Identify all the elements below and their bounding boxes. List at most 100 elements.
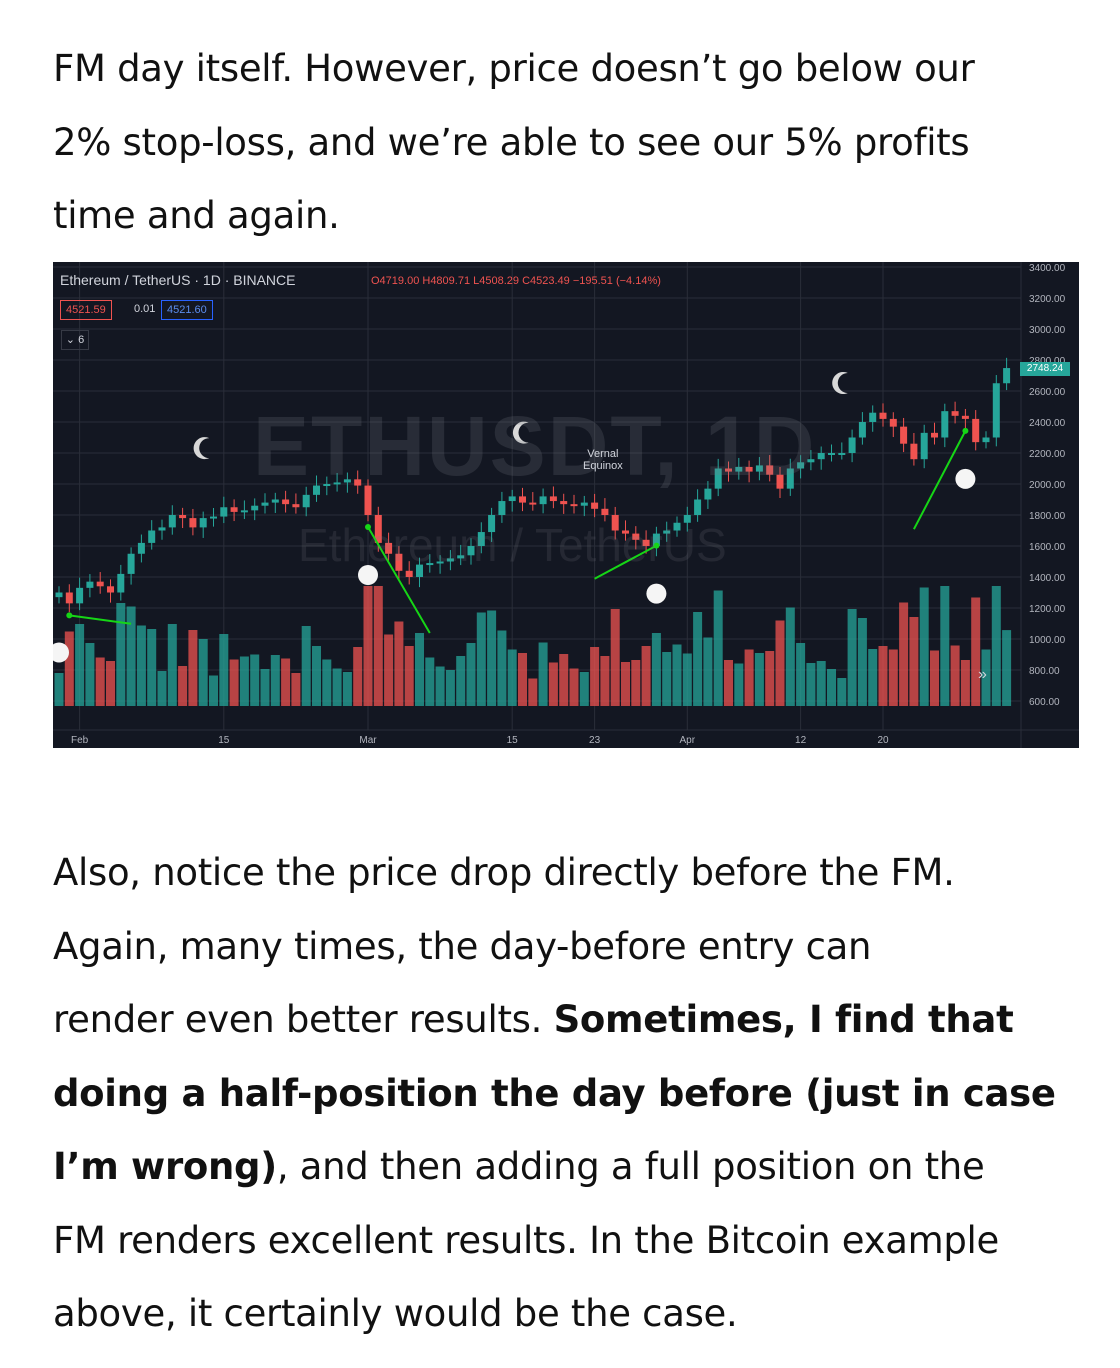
candle-body — [910, 443, 918, 460]
volume-bar — [466, 643, 476, 706]
volume-bar — [950, 645, 960, 706]
volume-bar — [806, 663, 816, 706]
buy-price-button[interactable]: 4521.60 — [161, 300, 213, 320]
text-line: 2% stop-loss, and we’re able to see our … — [53, 120, 970, 164]
text-line: render even better results. — [53, 998, 554, 1041]
y-tick-label: 3400.00 — [1029, 263, 1066, 274]
text-line: FM day itself. However, price doesn’t go… — [53, 47, 975, 90]
volume-bar — [909, 617, 919, 706]
candle-body — [364, 485, 372, 515]
volume-bar — [456, 656, 466, 706]
y-tick-label: 1200.00 — [1029, 604, 1066, 615]
candle-body — [539, 496, 547, 505]
candle-body — [313, 485, 320, 495]
candle-body — [519, 496, 526, 503]
volume-bar — [239, 656, 249, 706]
candle-body — [982, 437, 990, 443]
full-moon-icon — [646, 583, 667, 604]
candle-body — [652, 533, 660, 546]
y-tick-label: 800.00 — [1029, 666, 1060, 677]
bold-text: Sometimes, I find that — [553, 998, 1014, 1041]
volume-bar — [250, 654, 260, 706]
candle-body — [745, 466, 753, 472]
volume-bar — [960, 660, 970, 706]
candle-body — [663, 530, 671, 534]
text-line: Again, many times, the day-before entry … — [53, 924, 872, 968]
volume-bar — [209, 675, 218, 706]
x-tick-label: 23 — [589, 735, 601, 746]
volume-bar — [600, 656, 610, 706]
volume-bar — [95, 657, 105, 706]
volume-bar — [415, 633, 424, 706]
volume-bar — [332, 668, 342, 706]
y-tick-label: 1000.00 — [1029, 635, 1066, 646]
spread-value: 0.01 — [134, 303, 156, 315]
candle-body — [477, 532, 485, 546]
scroll-to-realtime-icon[interactable]: » — [978, 666, 987, 683]
candle-body — [941, 411, 949, 438]
x-tick-label: Apr — [680, 735, 696, 746]
x-tick-label: Mar — [359, 735, 377, 746]
candle-body — [1003, 368, 1011, 384]
symbol-title[interactable]: Ethereum / TetherUS · 1D · BINANCE — [60, 272, 296, 288]
candle-body — [354, 479, 362, 486]
candle-body — [869, 412, 877, 422]
candle-body — [961, 415, 969, 419]
candle-body — [488, 515, 496, 533]
volume-bar — [693, 612, 703, 706]
volume-bar — [971, 597, 981, 706]
volume-bar — [878, 646, 888, 706]
candle-body — [879, 412, 887, 419]
paragraph-intro: FM day itself. However, price doesn’t go… — [53, 32, 1073, 253]
candle-body — [86, 581, 94, 588]
volume-bar — [322, 659, 332, 706]
volume-bar — [126, 606, 136, 706]
candle-body — [786, 468, 794, 489]
candle-body — [673, 522, 681, 531]
y-tick-label: 3200.00 — [1029, 294, 1066, 305]
indicator-collapse-button[interactable]: ⌄ 6 — [61, 330, 89, 350]
volume-bar — [219, 634, 229, 706]
y-tick-label: 1600.00 — [1029, 542, 1066, 553]
ohlc-readout: O4719.00 H4809.71 L4508.29 C4523.49 −195… — [371, 275, 661, 287]
candle-body — [694, 499, 702, 515]
candle-body — [333, 482, 341, 485]
candle-body — [395, 553, 403, 571]
candle-body — [931, 432, 938, 438]
candle-body — [220, 507, 228, 517]
x-tick-label: Feb — [71, 735, 89, 746]
candle-body — [261, 502, 269, 506]
volume-bar — [734, 663, 744, 706]
candle-body — [797, 462, 805, 469]
volume-bar — [590, 647, 600, 706]
volume-bar — [136, 625, 146, 706]
volume-bar — [610, 609, 620, 706]
volume-bar — [85, 643, 95, 706]
candle-body — [271, 499, 279, 503]
y-tick-label: 2200.00 — [1029, 449, 1066, 460]
annotation-arrow — [913, 430, 967, 530]
candle-body — [498, 501, 506, 515]
full-moon-icon — [53, 642, 69, 663]
volume-bar — [157, 671, 167, 706]
candle-body — [766, 465, 774, 475]
volume-bar — [713, 590, 723, 706]
volume-bar — [724, 660, 733, 706]
text-line: , and then adding a full position on the — [276, 1145, 985, 1188]
candle-body — [323, 484, 331, 486]
arrow-head — [653, 542, 660, 549]
candle-body — [446, 558, 454, 562]
y-tick-label: 2800.00 — [1029, 356, 1066, 367]
volume-bar — [775, 620, 785, 706]
sell-price-button[interactable]: 4521.59 — [60, 300, 112, 320]
volume-bar — [919, 587, 929, 706]
text-line: time and again. — [53, 194, 340, 237]
volume-bar — [342, 672, 352, 706]
candle-body — [817, 453, 825, 460]
candle-body — [580, 502, 588, 506]
volume-bar — [106, 661, 115, 706]
volume-bar — [229, 659, 239, 706]
volume-bar — [445, 670, 455, 706]
candle-body — [508, 496, 516, 502]
volume-bar — [507, 649, 517, 706]
